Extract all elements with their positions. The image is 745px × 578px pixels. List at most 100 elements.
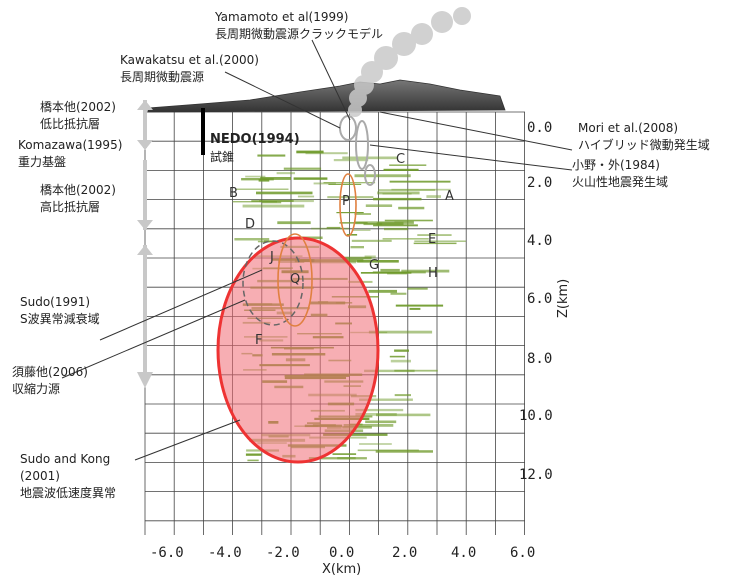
seismicity-streak (245, 175, 266, 178)
seismicity-streak (351, 239, 392, 242)
komazawa-citation: Komazawa(1995) (18, 138, 123, 152)
point-label-c: C (396, 152, 406, 167)
contraction-source-outline (277, 233, 313, 327)
x-tick-label: -4.0 (208, 545, 242, 561)
seismicity-streak (375, 450, 433, 453)
seismicity-streak (323, 182, 376, 184)
seismicity-streak (407, 287, 428, 290)
z-tick-label: 10.0 (519, 408, 553, 424)
seismicity-streak (394, 369, 438, 372)
point-label-q: Q (290, 272, 301, 287)
seismicity-streak (365, 420, 397, 424)
point-label-a: A (445, 189, 454, 204)
seismicity-streak (389, 180, 451, 183)
seismicity-streak (277, 221, 311, 225)
seismicity-streak (389, 355, 406, 358)
seismicity-streak (354, 174, 411, 178)
x-tick-label: 2.0 (392, 545, 418, 561)
seismicity-streak (251, 200, 294, 202)
seismicity-streak (387, 272, 407, 275)
seismicity-streak (343, 424, 394, 427)
seismicity-streak (355, 408, 404, 412)
seismicity-streak (426, 195, 441, 198)
z-tick-label: 2.0 (527, 175, 553, 191)
volcanic-plume (348, 7, 471, 117)
seismicity-streak (262, 201, 282, 204)
seismicity-streak (417, 234, 452, 236)
seismicity-streak (241, 178, 274, 181)
point-label-g: G (369, 258, 380, 273)
sudo1991-citation: Sudo(1991) (20, 295, 91, 309)
seismicity-streak (355, 221, 414, 225)
kawakatsu-citation: Kawakatsu et al.(2000) (120, 53, 259, 67)
seismicity-streak (257, 154, 286, 157)
seismicity-streak (365, 204, 393, 207)
seismicity-streak (336, 212, 364, 214)
seismicity-streak (364, 369, 415, 373)
seismicity-streak (364, 255, 376, 259)
sudo2006-description: 収縮力源 (12, 382, 61, 396)
seismicity-streak (390, 359, 411, 363)
seismicity-streak (276, 172, 295, 175)
seismicity-streak (359, 443, 392, 445)
seismicity-streak (383, 168, 419, 171)
z-tick-label: 4.0 (527, 233, 553, 249)
seismicity-streak (242, 204, 305, 208)
seismicity-streak (323, 433, 388, 436)
seismicity-streak (259, 199, 314, 203)
z-axis-title: Z(km) (556, 278, 571, 318)
sudokong-description: 地震波低速度異常 (20, 486, 117, 500)
seismicity-streak (342, 256, 372, 260)
seismicity-streak (339, 222, 368, 224)
seismicity-streak (327, 196, 374, 199)
ono-citation: 小野・外(1984) (572, 158, 660, 172)
seismicity-streak (352, 229, 371, 231)
nedo-citation: NEDO(1994) (210, 132, 300, 147)
hybrid-tremor-outline-p (339, 173, 357, 237)
seismicity-streak (401, 269, 450, 273)
seismicity-streak (258, 179, 270, 182)
seismicity-streak (350, 246, 364, 249)
seismicity-streak (346, 234, 358, 236)
seismicity-streak (384, 227, 409, 231)
seismicity-streak (313, 182, 336, 185)
seismicity-streak (373, 197, 422, 201)
seismicity-streak (368, 289, 397, 293)
seismicity-streak (382, 193, 412, 195)
seismicity-streak (377, 191, 420, 195)
leader-lines (61, 39, 573, 461)
kawakatsu-description: 長周期微動震源 (120, 70, 205, 84)
seismicity-streak (283, 167, 322, 170)
point-label-p: P (342, 194, 350, 209)
seismicity-streak (368, 330, 433, 334)
seismicity-streak (373, 224, 418, 227)
seismicity-streak (296, 150, 324, 154)
nedo-description: 試錐 (210, 150, 235, 164)
seismicity-streak (247, 459, 259, 462)
seismicity-streak (357, 449, 419, 452)
left-depth-arrows (137, 100, 153, 388)
x-tick-label: -2.0 (266, 545, 300, 561)
hashimoto-high-citation: 橋本他(2002) (40, 183, 116, 197)
yamamoto-citation: Yamamoto et al(1999) (215, 10, 349, 24)
seismicity-streak (293, 177, 328, 180)
seismicity-streak (299, 236, 323, 239)
point-label-h: H (428, 266, 438, 281)
z-tick-label: 0.0 (527, 120, 553, 136)
sudokong-year: (2001) (20, 469, 60, 483)
seismicity-streak (414, 240, 466, 242)
seismicity-streak (326, 226, 341, 229)
point-label-j: J (270, 250, 274, 265)
sudo2006-citation: 須藤他(2006) (12, 365, 88, 379)
seismicity-streak (332, 453, 357, 455)
volcano-topography (147, 79, 506, 113)
seismicity-streak (372, 271, 426, 274)
seismicity-streak (297, 195, 315, 198)
seismicity-streak (384, 219, 433, 222)
z-tick-label: 12.0 (519, 467, 553, 483)
seismicity-streak (382, 238, 429, 240)
seismicity-streak (409, 307, 421, 310)
seismicity-streak (328, 183, 362, 185)
seismicity-streak (394, 349, 409, 352)
